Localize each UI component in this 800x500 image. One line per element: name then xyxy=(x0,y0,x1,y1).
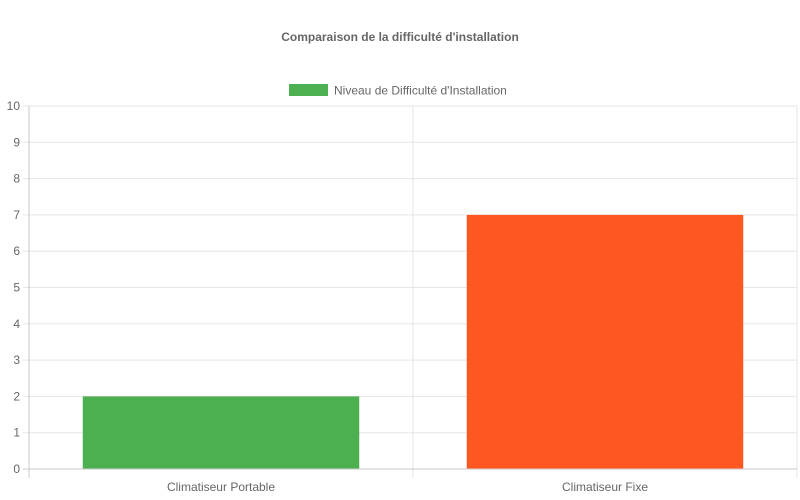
x-tick-label: Climatiseur Portable xyxy=(167,480,275,494)
y-tick-label: 1 xyxy=(13,426,20,440)
y-tick-label: 2 xyxy=(13,389,20,403)
y-tick-label: 5 xyxy=(13,281,20,295)
y-tick-label: 3 xyxy=(13,353,20,367)
y-tick-label: 0 xyxy=(13,462,20,476)
bars xyxy=(82,214,744,469)
y-tick-label: 4 xyxy=(13,317,20,331)
y-tick-label: 6 xyxy=(13,244,20,258)
legend[interactable]: Niveau de Difficulté d'Installation xyxy=(289,84,507,98)
x-axis-tick-labels: Climatiseur Portable Climatiseur Fixe xyxy=(167,480,648,494)
axes xyxy=(23,106,797,478)
bar[interactable] xyxy=(82,396,360,469)
y-tick-label: 7 xyxy=(13,208,20,222)
legend-swatch xyxy=(289,84,328,96)
bar[interactable] xyxy=(466,214,744,469)
y-tick-label: 8 xyxy=(13,172,20,186)
y-tick-label: 9 xyxy=(13,135,20,149)
y-axis-tick-labels: 0 1 2 3 4 5 6 7 8 9 10 xyxy=(7,99,21,476)
chart-title: Comparaison de la difficulté d'installat… xyxy=(281,30,519,44)
legend-label: Niveau de Difficulté d'Installation xyxy=(334,84,507,98)
y-tick-label: 10 xyxy=(7,99,21,113)
x-tick-label: Climatiseur Fixe xyxy=(562,480,648,494)
